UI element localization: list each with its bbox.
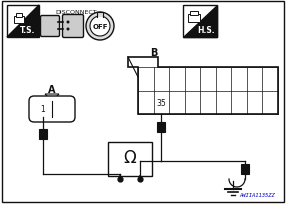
Bar <box>16 14 22 18</box>
Bar <box>97 13 103 18</box>
Bar <box>190 12 198 16</box>
Bar <box>108 142 152 176</box>
Text: OFF: OFF <box>92 24 108 30</box>
Bar <box>241 164 249 174</box>
FancyBboxPatch shape <box>41 16 59 37</box>
Polygon shape <box>183 6 217 38</box>
Text: DISCONNECT: DISCONNECT <box>55 10 97 16</box>
Text: T.S.: T.S. <box>20 26 35 35</box>
Bar <box>157 122 165 132</box>
Circle shape <box>67 28 69 31</box>
Text: H.S.: H.S. <box>197 26 215 35</box>
Circle shape <box>67 21 69 24</box>
Bar <box>14 17 24 24</box>
Text: Ω: Ω <box>124 149 136 166</box>
Bar <box>183 6 217 38</box>
Bar <box>188 15 200 23</box>
FancyBboxPatch shape <box>63 16 84 38</box>
Text: A: A <box>48 85 56 94</box>
Circle shape <box>90 17 110 37</box>
Text: 35: 35 <box>156 98 166 107</box>
FancyBboxPatch shape <box>29 96 75 122</box>
Polygon shape <box>45 94 59 102</box>
Text: 1: 1 <box>41 105 45 114</box>
Text: AWIIA1135ZZ: AWIIA1135ZZ <box>239 192 275 197</box>
Text: B: B <box>150 48 158 58</box>
Polygon shape <box>7 6 39 38</box>
Polygon shape <box>128 58 278 114</box>
Bar <box>7 6 39 38</box>
Bar <box>39 129 47 139</box>
Circle shape <box>86 13 114 41</box>
